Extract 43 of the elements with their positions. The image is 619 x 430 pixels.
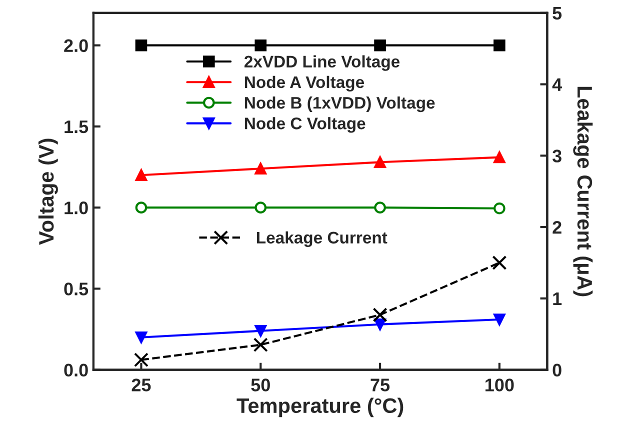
y-tick-label: 0.5 xyxy=(64,282,88,296)
point xyxy=(374,202,386,214)
point xyxy=(494,39,506,52)
point xyxy=(374,156,386,168)
point xyxy=(135,202,148,214)
y2-axis-title: Leakage Current (μA) xyxy=(573,86,593,296)
point xyxy=(494,202,506,214)
point xyxy=(135,169,148,182)
y2-tick-label: 4 xyxy=(552,78,562,91)
legend-label: Leakage Current xyxy=(256,231,388,247)
y2-tick-label: 5 xyxy=(552,7,562,20)
y-tick-label: 0.0 xyxy=(64,364,88,377)
point xyxy=(372,308,388,322)
x-tick-label: 100 xyxy=(486,378,514,392)
y-tick-label: 2.0 xyxy=(64,39,88,52)
legend-label: Node A Voltage xyxy=(245,76,364,92)
point xyxy=(254,202,267,214)
y2-tick-label: 3 xyxy=(552,150,562,162)
y-tick-label: 1.0 xyxy=(64,202,88,214)
point xyxy=(494,151,506,164)
y2-tick-label: 2 xyxy=(552,220,562,234)
point xyxy=(254,39,267,52)
point xyxy=(492,255,507,270)
x-axis-title: Temperature (°C) xyxy=(236,398,404,418)
legend-label: 2xVDD Line Voltage xyxy=(244,55,400,71)
y2-tick-label: 0 xyxy=(552,364,562,377)
point xyxy=(254,324,267,337)
y-tick-label: 1.5 xyxy=(64,120,88,134)
point xyxy=(374,318,386,330)
point xyxy=(374,39,386,52)
point xyxy=(494,314,506,326)
x-tick-label: 50 xyxy=(251,378,270,392)
point xyxy=(134,352,149,368)
point xyxy=(254,162,267,175)
x-tick-label: 75 xyxy=(370,378,390,392)
legend-label: Node B (1xVDD) Voltage xyxy=(245,96,435,112)
y2-tick-label: 1 xyxy=(553,292,562,305)
y-axis-title: Voltage (V) xyxy=(38,138,58,245)
point xyxy=(135,39,148,52)
x-tick-label: 25 xyxy=(132,378,151,392)
point xyxy=(253,338,268,352)
point xyxy=(135,331,148,344)
legend-label: Node C Voltage xyxy=(245,117,366,133)
